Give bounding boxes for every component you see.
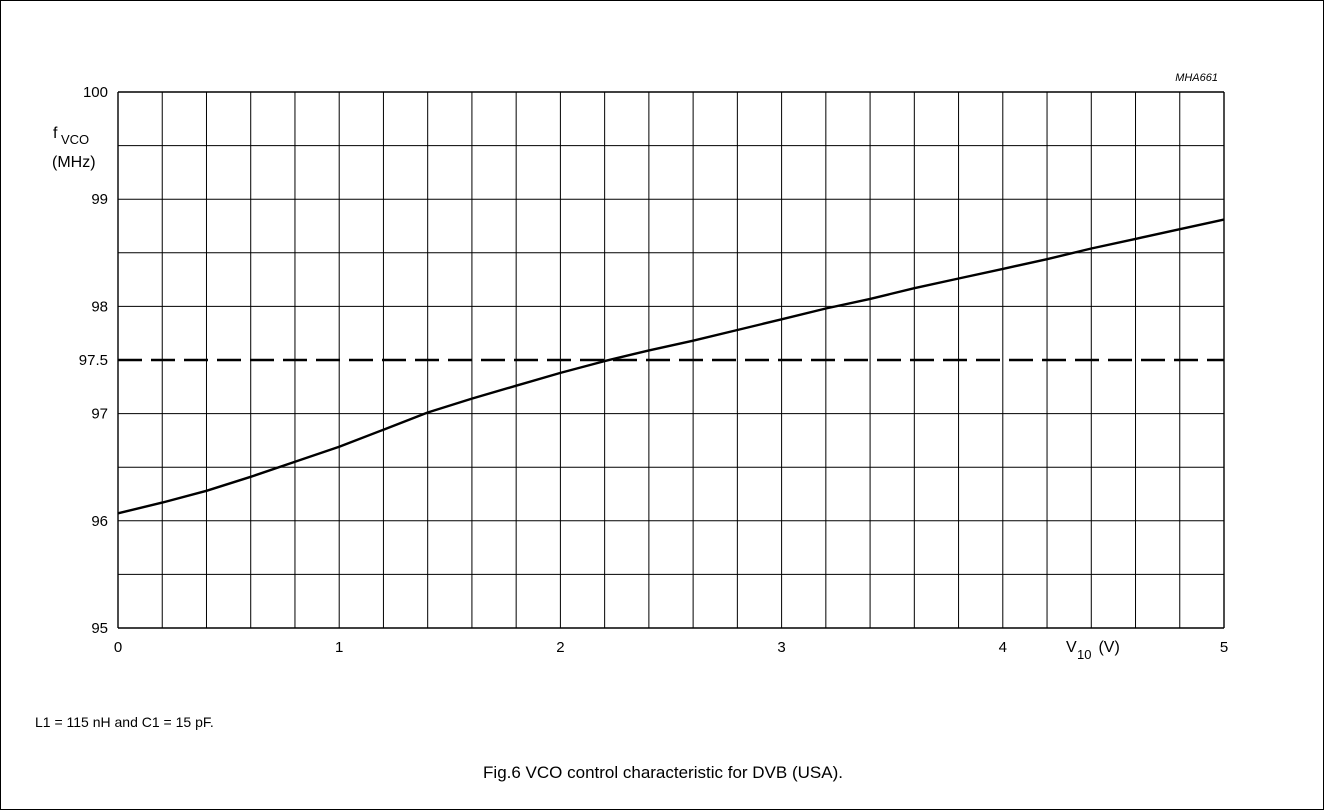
y-tick-label: 96 <box>91 513 108 530</box>
x-axis-label: V 10 (V) <box>1066 639 1120 662</box>
y-tick-label: 99 <box>91 191 108 208</box>
y-axis-label: f VCO (MHz) <box>52 125 96 171</box>
y-axis-label-unit: (MHz) <box>52 154 96 171</box>
x-tick-label: 4 <box>999 639 1007 656</box>
x-axis-label-sub: 10 <box>1077 647 1091 662</box>
x-tick-label: 3 <box>777 639 785 656</box>
figure-caption: Fig.6 VCO control characteristic for DVB… <box>483 763 843 782</box>
x-tick-label: 5 <box>1220 639 1228 656</box>
x-axis-label-main: V <box>1066 639 1077 656</box>
chart-series <box>117 218 1225 515</box>
x-tick-label: 0 <box>114 639 122 656</box>
component-note: L1 = 115 nH and C1 = 15 pF. <box>35 714 214 730</box>
y-tick-label: 95 <box>91 620 108 637</box>
x-axis-label-unit: (V) <box>1094 639 1120 656</box>
y-axis-label-sub: VCO <box>61 132 89 147</box>
y-tick-label: 97.5 <box>79 352 108 369</box>
y-tick-label: 100 <box>83 84 108 101</box>
y-tick-label: 97 <box>91 406 108 423</box>
y-tick-label: 98 <box>91 298 108 315</box>
x-tick-label: 1 <box>335 639 343 656</box>
vco-characteristic-curve <box>117 218 1225 515</box>
y-axis-label-main: f <box>53 125 58 142</box>
chart-tick-labels: 95 96 97 97.5 98 99 100 0 1 2 3 4 5 <box>79 84 1228 656</box>
x-tick-label: 2 <box>556 639 564 656</box>
figure-id: MHA661 <box>1175 72 1218 84</box>
